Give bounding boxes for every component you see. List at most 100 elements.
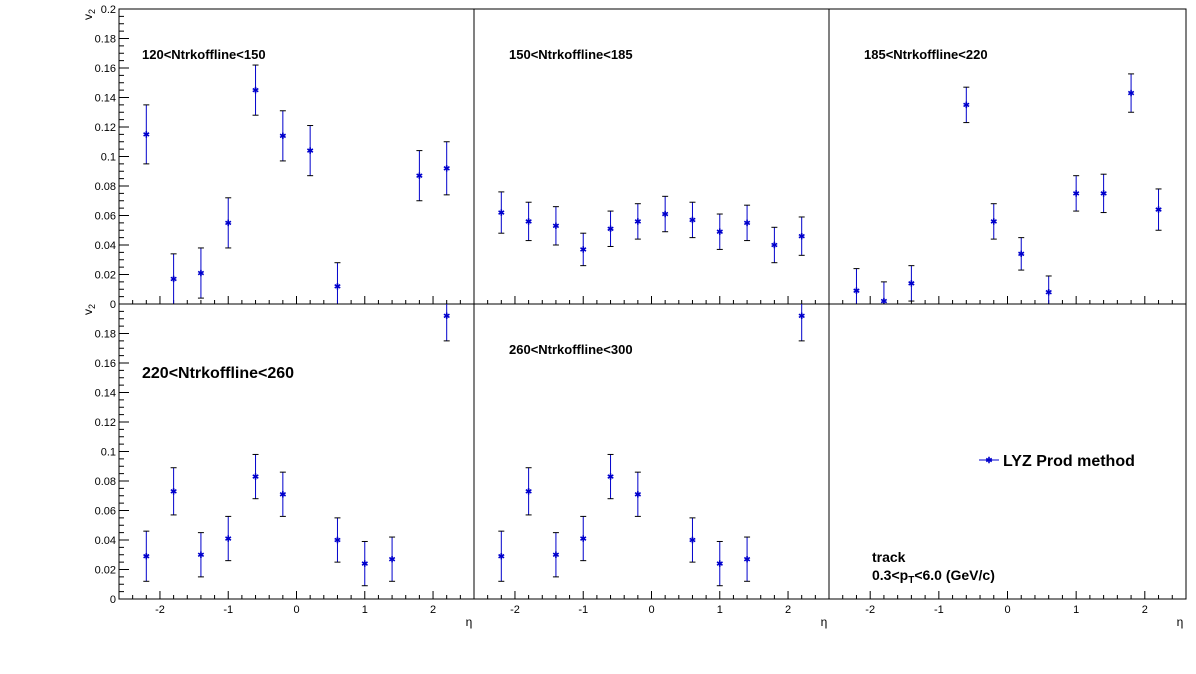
- panel-label: 260<Ntrkoffline<300: [509, 342, 633, 357]
- y-tick-label: 0.16: [95, 63, 116, 75]
- point-marker: [607, 473, 614, 480]
- x-axis-title-2: η: [821, 615, 828, 629]
- point-marker: [853, 287, 860, 294]
- y-tick-label: 0.14: [95, 93, 116, 105]
- point-marker: [498, 553, 505, 560]
- point-marker: [252, 473, 259, 480]
- annotation-pt-range: 0.3<pT<6.0 (GeV/c): [872, 567, 995, 586]
- data-point: [279, 110, 287, 162]
- annotation-track: track: [872, 549, 906, 565]
- point-marker: [689, 536, 696, 544]
- x-axis-title-1: η: [466, 615, 473, 629]
- y-tick-label: 0: [110, 594, 116, 606]
- data-point: [143, 104, 150, 165]
- data-point: [197, 247, 205, 299]
- data-point: [334, 517, 341, 563]
- point-marker: [607, 225, 614, 232]
- data-point: [552, 206, 560, 246]
- overlay-layer: v2 v2 η η η LYZ Prod method track 0.3<pT…: [81, 9, 1183, 629]
- y-tick-label: 0.04: [95, 240, 116, 252]
- data-point: [1072, 175, 1080, 212]
- y-axis-title-top: v2: [81, 9, 97, 20]
- data-point: [252, 64, 259, 116]
- point-marker: [197, 269, 205, 277]
- data-point: [306, 125, 314, 177]
- panel-label: 185<Ntrkoffline<220: [864, 47, 988, 62]
- data-point: [689, 517, 696, 563]
- point-marker: [716, 560, 723, 567]
- x-tick-label: -2: [865, 604, 875, 616]
- data-point: [798, 216, 805, 256]
- panel-frame: [118, 303, 475, 600]
- x-tick-label: 0: [648, 604, 654, 616]
- point-marker: [580, 246, 587, 253]
- point-marker: [279, 491, 287, 498]
- x-tick-label: -2: [155, 604, 165, 616]
- point-marker: [443, 312, 450, 319]
- data-point: [908, 265, 915, 302]
- panel-label: 220<Ntrkoffline<260: [142, 365, 294, 382]
- x-tick-label: 2: [1142, 604, 1148, 616]
- point-marker: [1127, 89, 1135, 97]
- data-point: [170, 253, 177, 305]
- point-marker: [990, 218, 997, 225]
- point-marker: [143, 553, 150, 560]
- y-tick-label: 0.14: [95, 388, 116, 400]
- point-marker: [1100, 190, 1107, 197]
- data-point: [689, 201, 696, 239]
- data-point: [963, 86, 970, 124]
- point-marker: [634, 218, 642, 225]
- point-marker: [1045, 289, 1052, 296]
- point-marker: [743, 555, 751, 563]
- x-tick-label: -1: [223, 604, 233, 616]
- y-tick-label: 0.2: [101, 4, 116, 16]
- point-marker: [743, 219, 751, 227]
- point-marker: [525, 488, 532, 495]
- y-tick-label: 0.12: [95, 122, 116, 134]
- x-tick-label: 1: [1073, 604, 1079, 616]
- data-point: [853, 268, 860, 304]
- data-point: [771, 226, 778, 264]
- data-point: [880, 281, 888, 305]
- y-tick-label: 0.02: [95, 565, 116, 577]
- data-point: [580, 515, 587, 562]
- x-tick-label: 0: [1004, 604, 1010, 616]
- point-marker: [580, 535, 587, 542]
- point-marker: [334, 536, 341, 544]
- panel-label: 120<Ntrkoffline<150: [142, 47, 266, 62]
- x-tick-label: 2: [785, 604, 791, 616]
- point-marker: [525, 218, 532, 225]
- panel-5: -2 -1 0 1 2 260<Ntrkoffline<300: [473, 303, 830, 616]
- point-marker: [225, 219, 232, 227]
- panel-6: -2 -1 0 1 2: [828, 303, 1187, 616]
- panel-2: 150<Ntrkoffline<185: [473, 8, 830, 305]
- data-point: [225, 197, 232, 249]
- point-marker: [498, 209, 505, 216]
- point-marker: [252, 86, 259, 94]
- point-marker: [306, 147, 314, 154]
- y-tick-label: 0.1: [101, 152, 116, 164]
- data-point: [498, 191, 505, 234]
- point-marker: [798, 232, 805, 240]
- point-marker: [634, 491, 642, 498]
- data-point: [607, 210, 614, 247]
- data-point: [225, 515, 232, 562]
- y-tick-label: 0.02: [95, 270, 116, 282]
- point-marker: [170, 488, 177, 495]
- point-marker: [908, 280, 915, 287]
- point-marker: [388, 555, 396, 563]
- point-marker: [279, 132, 287, 140]
- point-marker: [416, 172, 423, 179]
- y-tick-label: 0.18: [95, 34, 116, 46]
- point-marker: [689, 216, 696, 224]
- point-marker: [334, 283, 341, 290]
- data-point: [716, 540, 723, 587]
- data-point: [443, 304, 450, 342]
- data-point: [580, 232, 587, 267]
- data-point: [443, 141, 450, 196]
- point-marker: [771, 241, 778, 249]
- x-tick-label: 2: [430, 604, 436, 616]
- point-marker: [552, 551, 560, 558]
- data-point: [607, 453, 614, 500]
